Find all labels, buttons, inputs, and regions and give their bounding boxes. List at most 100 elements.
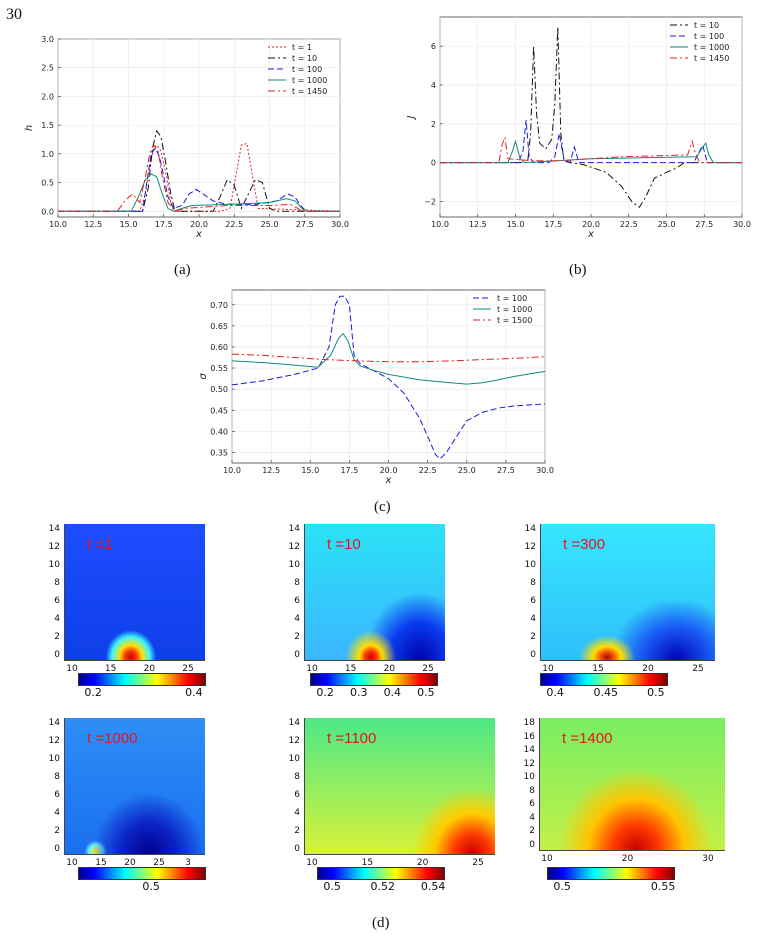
heatmap-y-tick-label: 12 bbox=[523, 758, 535, 769]
legend-entry: t = 10 bbox=[292, 54, 317, 63]
heatmap-y-tick-label: 6 bbox=[529, 799, 535, 810]
legend-entry: t = 1000 bbox=[497, 305, 532, 314]
heatmap-time-label: t =1100 bbox=[327, 730, 377, 747]
y-tick-label: 1.5 bbox=[41, 121, 54, 130]
colorbar-tick-label: 0.4 bbox=[185, 686, 203, 699]
heatmap-y-tick-label: 14 bbox=[524, 524, 536, 534]
heatmap-x-tick-label: 3 bbox=[185, 858, 191, 868]
x-tick-label: 22.5 bbox=[620, 220, 638, 229]
heatmap-y-tick-label: 12 bbox=[288, 542, 300, 552]
heatmap-y-tick-label: 6 bbox=[294, 596, 300, 606]
x-tick-label: 25.0 bbox=[261, 220, 279, 229]
heatmap-x-tick-label: 25 bbox=[422, 664, 434, 674]
colorbar-tick-label: 0.2 bbox=[84, 686, 102, 699]
y-tick-label: 0.50 bbox=[210, 385, 228, 394]
colorbar-tick-label: 0.5 bbox=[647, 686, 665, 699]
page-number: 30 bbox=[6, 6, 22, 23]
heatmap-y-tick-label: 6 bbox=[530, 596, 536, 606]
heatmap-y-tick-label: 12 bbox=[288, 736, 300, 746]
chart-sigma-vs-x: 10.0 12.5 15.0 17.5 20.0 22.5 25.0 27.5 30.0 0.35… bbox=[198, 289, 554, 486]
y-tick-label: 0.5 bbox=[41, 179, 54, 188]
x-tick-label: 15.0 bbox=[120, 220, 138, 229]
heatmap-x-tick-label: 15 bbox=[361, 858, 374, 868]
colorbar-tick-label: 0.4 bbox=[546, 686, 564, 699]
legend-entry: t = 1000 bbox=[292, 76, 327, 85]
colorbar bbox=[78, 673, 206, 686]
x-tick-label: 20.0 bbox=[190, 220, 208, 229]
heatmap-y-tick-label: 10 bbox=[48, 560, 60, 570]
heatmap-x-tick-label: 15 bbox=[592, 664, 604, 674]
heatmap-x-tick-label: 15 bbox=[104, 664, 117, 674]
y-tick-label: 2 bbox=[431, 120, 436, 129]
y-tick-label: 0.65 bbox=[210, 322, 228, 331]
chart-j-vs-x: 10.0 12.5 15.0 17.5 20.0 22.5 25.0 27.5 30.0 −2 0 2… bbox=[406, 16, 751, 240]
series-line bbox=[231, 332, 546, 385]
heatmap-y-tick-label: 8 bbox=[54, 578, 60, 588]
heatmap-y-tick-label: 0 bbox=[530, 650, 536, 660]
colorbar bbox=[540, 673, 668, 686]
x-tick-label: 15.0 bbox=[301, 466, 319, 475]
heatmap-y-tick-label: 18 bbox=[523, 718, 535, 728]
colorbar-tick-label: 0.5 bbox=[417, 686, 435, 699]
x-tick-label: 22.5 bbox=[225, 220, 243, 229]
x-tick-label: 20.0 bbox=[582, 220, 600, 229]
x-tick-label: 27.5 bbox=[497, 466, 515, 475]
heatmap-panel: t =1 bbox=[64, 524, 205, 661]
x-tick-label: 30.0 bbox=[536, 466, 554, 475]
colorbar bbox=[78, 867, 206, 880]
heatmap-y-tick-label: 2 bbox=[529, 826, 535, 837]
y-axis-label: σ bbox=[198, 373, 209, 380]
heatmap-time-label: t =300 bbox=[563, 536, 606, 553]
colorbar-tick-label: 0.54 bbox=[420, 880, 446, 893]
caption-d: (d) bbox=[372, 915, 390, 931]
heatmap-x-tick-label: 20 bbox=[621, 854, 634, 864]
x-tick-label: 17.5 bbox=[340, 466, 358, 475]
x-axis-label: x bbox=[385, 475, 392, 486]
colorbar bbox=[310, 673, 438, 686]
heatmap-y-tick-label: 10 bbox=[48, 754, 60, 764]
heatmap-x-tick-label: 15 bbox=[344, 664, 357, 674]
x-tick-label: 20.0 bbox=[380, 466, 398, 475]
x-tick-label: 17.5 bbox=[544, 220, 562, 229]
heatmap-y-tick-label: 8 bbox=[530, 578, 536, 588]
colorbar-tick-label: 0.5 bbox=[142, 880, 160, 893]
heatmap-y-tick-label: 0 bbox=[294, 844, 300, 854]
heatmap-y-tick-label: 2 bbox=[54, 632, 60, 642]
heatmap-y-tick-label: 4 bbox=[54, 614, 60, 624]
heatmap-y-tick-label: 14 bbox=[288, 718, 300, 728]
heatmap-y-tick-label: 6 bbox=[294, 790, 300, 800]
x-tick-label: 10.0 bbox=[431, 220, 449, 229]
heatmap-x-tick-label: 10 bbox=[66, 664, 78, 674]
heatmap-x-tick-label: 15 bbox=[95, 858, 107, 868]
heatmap-y-tick-label: 8 bbox=[294, 578, 300, 588]
caption-a: (a) bbox=[174, 262, 191, 278]
x-tick-label: 25.0 bbox=[458, 466, 476, 475]
y-axis-label: J bbox=[406, 115, 417, 120]
heatmap-x-tick-label: 10 bbox=[306, 664, 318, 674]
y-tick-label: 2.0 bbox=[41, 92, 54, 101]
y-tick-label: 0.70 bbox=[210, 301, 228, 310]
y-tick-label: 0.0 bbox=[41, 207, 54, 216]
series-line bbox=[440, 139, 742, 164]
heatmap-y-tick-label: 8 bbox=[294, 772, 300, 782]
heatmap-x-tick-label: 10 bbox=[306, 858, 318, 868]
x-axis-label: x bbox=[587, 229, 594, 240]
colorbar-tick-label: 0.4 bbox=[383, 686, 402, 699]
heatmap-x-tick-label: 20 bbox=[143, 664, 156, 674]
heatmap-y-tick-label: 4 bbox=[530, 614, 536, 624]
y-tick-label: 0.40 bbox=[210, 427, 228, 436]
heatmap-y-tick-label: 12 bbox=[524, 542, 536, 552]
heatmap-y-tick-label: 14 bbox=[48, 524, 60, 534]
colorbar-tick-label: 0.2 bbox=[316, 686, 334, 699]
heatmap-y-tick-label: 6 bbox=[54, 596, 60, 606]
heatmap-y-tick-label: 14 bbox=[48, 718, 60, 728]
heatmap-y-tick-label: 10 bbox=[523, 772, 535, 783]
series-line bbox=[440, 26, 742, 209]
heatmap-x-tick-label: 20 bbox=[124, 858, 136, 868]
x-tick-label: 12.5 bbox=[469, 220, 487, 229]
heatmap-y-tick-label: 14 bbox=[288, 524, 300, 534]
heatmap-y-tick-label: 0 bbox=[529, 840, 535, 850]
colorbar bbox=[317, 867, 445, 880]
heatmap-x-tick-label: 25 bbox=[472, 858, 484, 868]
